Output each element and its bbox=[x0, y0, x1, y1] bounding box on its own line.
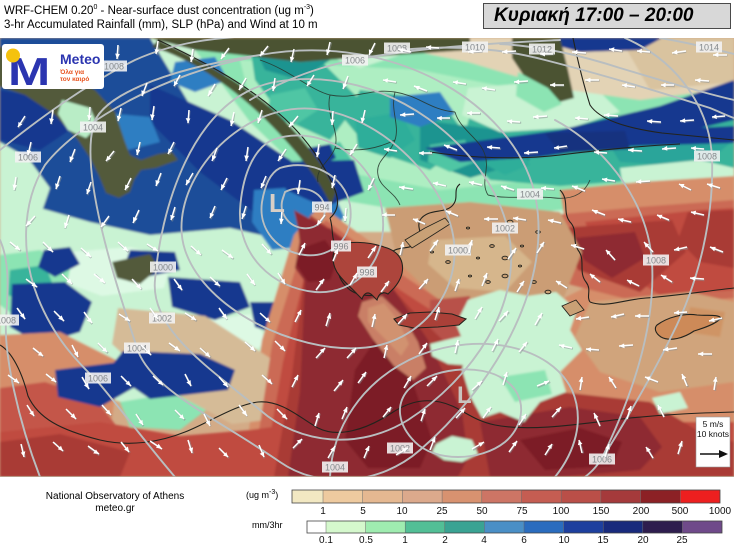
svg-text:1006: 1006 bbox=[88, 374, 108, 384]
svg-text:τον καιρό: τον καιρό bbox=[60, 76, 89, 83]
svg-text:996: 996 bbox=[333, 242, 348, 252]
svg-text:0.5: 0.5 bbox=[359, 535, 373, 545]
svg-text:Meteo: Meteo bbox=[60, 51, 100, 67]
svg-text:0.1: 0.1 bbox=[319, 535, 333, 545]
svg-text:20: 20 bbox=[637, 535, 649, 545]
svg-text:50: 50 bbox=[476, 506, 488, 517]
svg-text:1000: 1000 bbox=[153, 263, 173, 273]
svg-text:10 knots: 10 knots bbox=[697, 429, 729, 439]
svg-text:1012: 1012 bbox=[532, 45, 552, 55]
svg-text:75: 75 bbox=[516, 506, 528, 517]
svg-text:500: 500 bbox=[672, 506, 689, 517]
svg-text:1: 1 bbox=[402, 535, 408, 545]
svg-text:15: 15 bbox=[597, 535, 609, 545]
svg-text:1004: 1004 bbox=[83, 123, 103, 133]
svg-text:1002: 1002 bbox=[152, 314, 172, 324]
svg-text:1004: 1004 bbox=[127, 344, 147, 354]
svg-text:1008: 1008 bbox=[646, 256, 666, 266]
svg-text:150: 150 bbox=[593, 506, 610, 517]
svg-text:1002: 1002 bbox=[390, 444, 410, 454]
svg-text:994: 994 bbox=[314, 203, 329, 213]
svg-text:1004: 1004 bbox=[520, 190, 540, 200]
svg-text:5 m/s: 5 m/s bbox=[703, 419, 724, 429]
svg-text:100: 100 bbox=[553, 506, 570, 517]
svg-text:L: L bbox=[457, 382, 472, 409]
svg-text:1000: 1000 bbox=[448, 246, 468, 256]
svg-text:5: 5 bbox=[360, 506, 366, 517]
svg-text:1008: 1008 bbox=[0, 316, 16, 326]
svg-text:1014: 1014 bbox=[699, 43, 719, 53]
svg-text:1008: 1008 bbox=[697, 152, 717, 162]
svg-text:1010: 1010 bbox=[465, 43, 485, 53]
svg-text:Όλα για: Όλα για bbox=[59, 68, 84, 76]
svg-text:1008: 1008 bbox=[104, 62, 124, 72]
svg-text:1002: 1002 bbox=[495, 224, 515, 234]
svg-text:1004: 1004 bbox=[325, 463, 345, 473]
svg-text:1000: 1000 bbox=[709, 506, 732, 517]
svg-text:1006: 1006 bbox=[592, 455, 612, 465]
svg-text:1008: 1008 bbox=[387, 44, 407, 54]
svg-text:25: 25 bbox=[676, 535, 688, 545]
svg-text:200: 200 bbox=[633, 506, 650, 517]
svg-text:1: 1 bbox=[320, 506, 326, 517]
svg-text:25: 25 bbox=[436, 506, 448, 517]
svg-text:10: 10 bbox=[558, 535, 570, 545]
svg-text:1006: 1006 bbox=[345, 56, 365, 66]
svg-text:2: 2 bbox=[442, 535, 448, 545]
svg-text:6: 6 bbox=[521, 535, 527, 545]
svg-text:1006: 1006 bbox=[18, 153, 38, 163]
svg-text:L: L bbox=[269, 188, 285, 218]
svg-text:10: 10 bbox=[396, 506, 408, 517]
svg-text:4: 4 bbox=[481, 535, 487, 545]
svg-text:998: 998 bbox=[359, 268, 374, 278]
